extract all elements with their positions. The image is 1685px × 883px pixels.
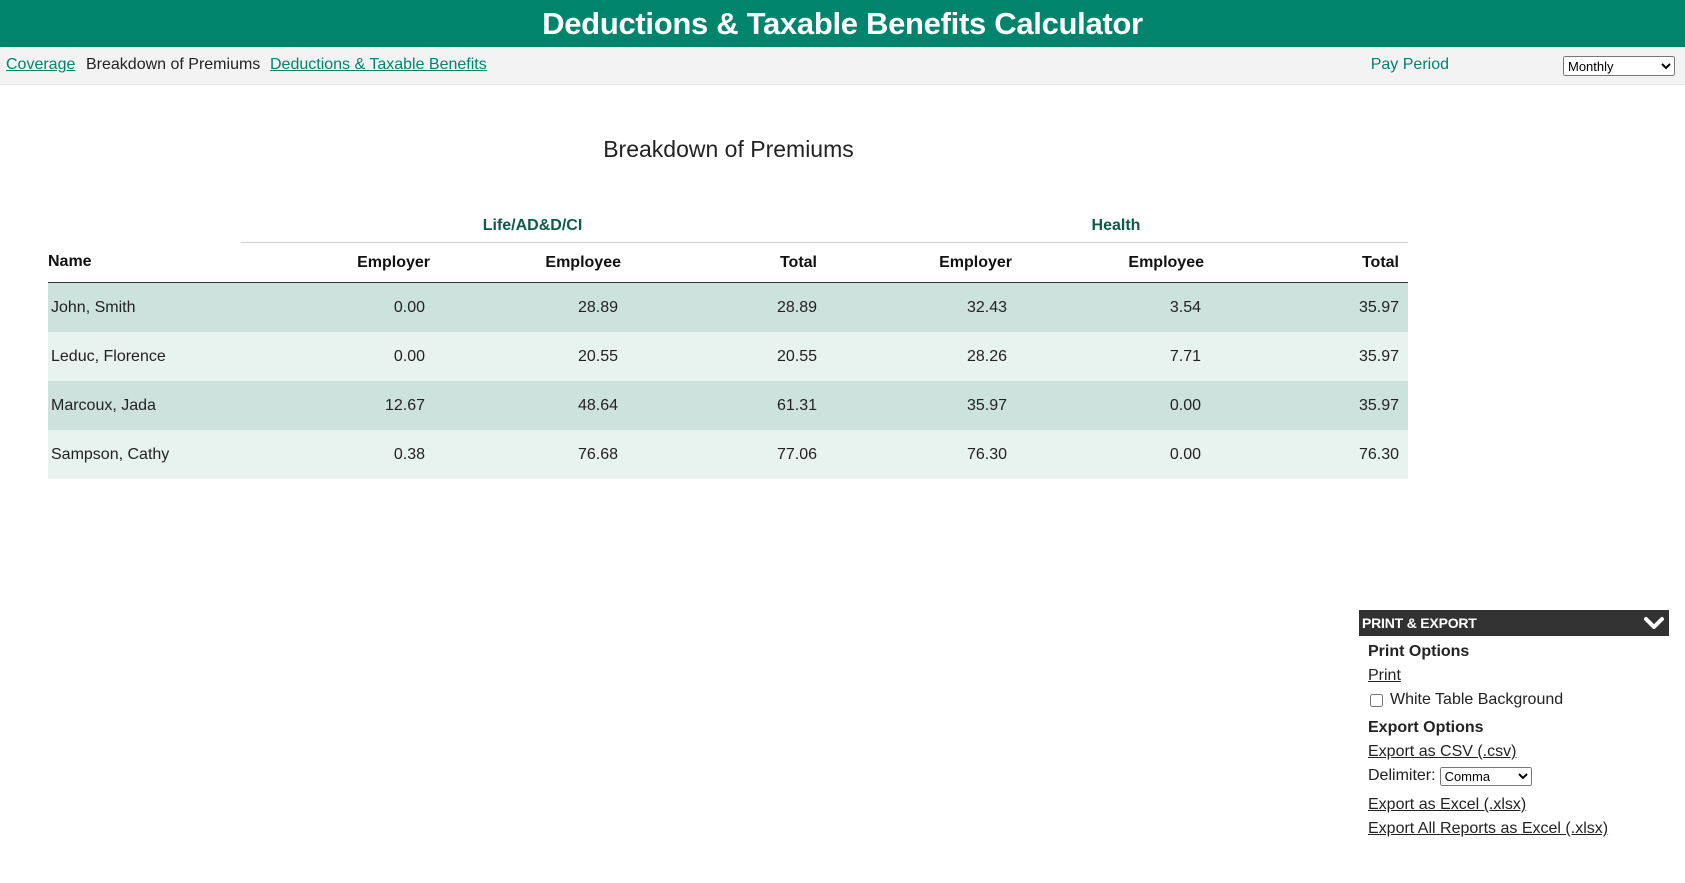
col-header-life-total[interactable]: Total (631, 242, 824, 283)
nav-link-coverage[interactable]: Coverage (6, 56, 76, 73)
cell-life-employer: 0.00 (241, 332, 438, 381)
cell-life-employee: 28.89 (438, 282, 631, 332)
cell-life-employee: 20.55 (438, 332, 631, 381)
white-background-row: White Table Background (1368, 688, 1669, 712)
table-row: Sampson, Cathy 0.38 76.68 77.06 76.30 0.… (48, 430, 1408, 479)
cell-name: Marcoux, Jada (48, 381, 241, 430)
group-header-empty (48, 210, 241, 243)
premiums-table-wrap: Life/AD&D/CI Health Name Employer Employ… (48, 210, 1408, 479)
cell-health-employee: 3.54 (1020, 282, 1214, 332)
nav-link-deductions-taxable-benefits[interactable]: Deductions & Taxable Benefits (270, 56, 487, 73)
col-header-health-total[interactable]: Total (1214, 242, 1408, 283)
app-title: Deductions & Taxable Benefits Calculator (542, 6, 1143, 41)
pay-period-select[interactable]: Monthly (1563, 56, 1675, 76)
table-row: Marcoux, Jada 12.67 48.64 61.31 35.97 0.… (48, 381, 1408, 430)
cell-health-employer: 28.26 (824, 332, 1020, 381)
export-all-excel-link[interactable]: Export All Reports as Excel (.xlsx) (1368, 820, 1609, 837)
cell-life-employer: 0.00 (241, 282, 438, 332)
group-header-row: Life/AD&D/CI Health (48, 210, 1408, 243)
cell-life-total: 20.55 (631, 332, 824, 381)
cell-life-employer: 0.38 (241, 430, 438, 479)
cell-health-employer: 35.97 (824, 381, 1020, 430)
print-export-panel: PRINT & EXPORT Print Options Print White… (1359, 610, 1669, 841)
cell-life-total: 28.89 (631, 282, 824, 332)
group-header-health: Health (824, 210, 1408, 243)
pay-period-label: Pay Period (1370, 56, 1449, 73)
column-header-row: Name Employer Employee Total Employer Em… (48, 242, 1408, 283)
cell-health-total: 35.97 (1214, 332, 1408, 381)
chevron-down-icon[interactable] (1643, 613, 1665, 633)
cell-name: Sampson, Cathy (48, 430, 241, 479)
col-header-name[interactable]: Name (48, 242, 241, 283)
cell-health-employer: 32.43 (824, 282, 1020, 332)
print-export-body: Print Options Print White Table Backgrou… (1359, 640, 1669, 841)
app-header: Deductions & Taxable Benefits Calculator (0, 0, 1685, 47)
cell-life-total: 61.31 (631, 381, 824, 430)
export-csv-link[interactable]: Export as CSV (.csv) (1368, 743, 1517, 760)
print-link[interactable]: Print (1368, 667, 1401, 684)
cell-health-employee: 0.00 (1020, 430, 1214, 479)
page-title: Breakdown of Premiums (603, 136, 854, 162)
col-header-life-employee[interactable]: Employee (438, 242, 631, 283)
nav-link-breakdown-of-premiums[interactable]: Breakdown of Premiums (86, 56, 261, 73)
col-header-health-employer[interactable]: Employer (824, 242, 1020, 283)
delimiter-row: Delimiter: Comma (1368, 764, 1669, 788)
cell-health-total: 35.97 (1214, 282, 1408, 332)
nav-bar: Coverage Breakdown of Premiums Deduction… (0, 47, 1685, 85)
cell-life-employee: 48.64 (438, 381, 631, 430)
cell-health-total: 35.97 (1214, 381, 1408, 430)
cell-name: John, Smith (48, 282, 241, 332)
print-options-heading: Print Options (1368, 643, 1470, 660)
cell-health-employer: 76.30 (824, 430, 1020, 479)
table-row: Leduc, Florence 0.00 20.55 20.55 28.26 7… (48, 332, 1408, 381)
print-export-title: PRINT & EXPORT (1362, 615, 1477, 631)
cell-life-employee: 76.68 (438, 430, 631, 479)
col-header-life-employer[interactable]: Employer (241, 242, 438, 283)
cell-life-total: 77.06 (631, 430, 824, 479)
cell-health-employee: 0.00 (1020, 381, 1214, 430)
cell-life-employer: 12.67 (241, 381, 438, 430)
white-background-checkbox[interactable] (1370, 693, 1383, 707)
cell-health-employee: 7.71 (1020, 332, 1214, 381)
print-export-header[interactable]: PRINT & EXPORT (1359, 610, 1669, 636)
white-background-label[interactable]: White Table Background (1390, 691, 1564, 708)
col-header-health-employee[interactable]: Employee (1020, 242, 1214, 283)
delimiter-label: Delimiter: (1368, 767, 1436, 784)
export-excel-link[interactable]: Export as Excel (.xlsx) (1368, 796, 1527, 813)
cell-name: Leduc, Florence (48, 332, 241, 381)
cell-health-total: 76.30 (1214, 430, 1408, 479)
delimiter-select[interactable]: Comma (1439, 766, 1532, 786)
group-header-life: Life/AD&D/CI (241, 210, 824, 243)
table-row: John, Smith 0.00 28.89 28.89 32.43 3.54 … (48, 282, 1408, 332)
export-options-heading: Export Options (1368, 719, 1484, 736)
premiums-table: Life/AD&D/CI Health Name Employer Employ… (48, 210, 1408, 479)
